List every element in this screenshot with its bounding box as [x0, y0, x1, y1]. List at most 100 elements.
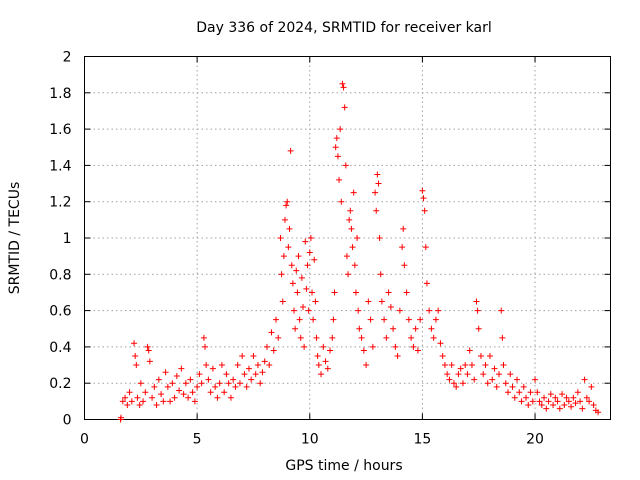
data-point: [191, 398, 198, 405]
data-point: [346, 216, 353, 223]
data-point: [164, 383, 171, 390]
data-point: [475, 325, 482, 332]
data-point: [257, 380, 264, 387]
data-point: [502, 380, 509, 387]
data-point: [281, 216, 288, 223]
data-point: [145, 347, 152, 354]
data-point: [545, 398, 552, 405]
data-point: [420, 195, 427, 202]
data-point: [529, 398, 536, 405]
data-point: [543, 405, 550, 412]
data-point: [486, 352, 493, 359]
data-point: [541, 394, 548, 401]
data-point: [559, 391, 566, 398]
data-point: [311, 256, 318, 263]
data-point: [182, 380, 189, 387]
x-tick-label: 10: [301, 432, 319, 448]
data-point: [365, 298, 372, 305]
data-point: [577, 398, 584, 405]
data-point: [392, 343, 399, 350]
data-point: [523, 394, 530, 401]
data-point: [446, 376, 453, 383]
data-point: [312, 298, 319, 305]
data-point: [561, 401, 568, 408]
data-point: [572, 400, 579, 407]
y-axis-label: SRMTID / TECUs: [7, 182, 23, 295]
data-point: [227, 394, 234, 401]
data-point: [277, 235, 284, 241]
data-point: [534, 389, 541, 396]
data-point: [511, 394, 518, 401]
data-point: [259, 369, 266, 376]
data-point: [268, 329, 275, 336]
plot-frame: [84, 56, 611, 420]
data-point: [405, 316, 412, 323]
data-point: [329, 334, 336, 341]
data-point: [314, 352, 321, 359]
data-point: [527, 389, 534, 396]
data-point: [509, 383, 516, 390]
data-point: [493, 383, 500, 390]
data-point: [468, 362, 475, 369]
data-point: [412, 325, 419, 332]
data-point: [263, 343, 270, 350]
data-point: [128, 398, 135, 405]
data-point: [209, 365, 216, 372]
data-point: [307, 235, 314, 241]
data-point: [414, 347, 421, 354]
y-tick-label: 0.4: [49, 340, 71, 356]
data-point: [450, 380, 457, 387]
data-point: [358, 334, 365, 341]
data-point: [292, 325, 299, 332]
data-point: [198, 380, 205, 387]
data-point: [430, 334, 437, 341]
data-point: [133, 362, 140, 369]
data-point: [306, 249, 313, 256]
data-point: [495, 371, 502, 378]
data-point: [144, 343, 151, 350]
axis-ticks: 00.20.40.60.811.21.41.61.820 5 10 15 20: [49, 50, 611, 448]
y-tick-label: 2: [63, 50, 72, 66]
data-point: [482, 362, 489, 369]
data-point: [332, 144, 339, 151]
data-point: [376, 235, 383, 241]
data-point: [421, 207, 428, 214]
data-point: [417, 316, 424, 323]
data-point: [189, 389, 196, 396]
data-point: [334, 153, 341, 160]
data-point: [489, 376, 496, 383]
data-point: [588, 383, 595, 390]
data-point: [536, 398, 543, 405]
data-point: [437, 340, 444, 347]
data-point: [538, 401, 545, 408]
data-point: [173, 372, 180, 379]
data-point: [590, 401, 597, 408]
data-point: [218, 362, 225, 369]
data-point: [245, 365, 252, 372]
data-point: [234, 362, 241, 369]
x-tick-label: 20: [526, 432, 544, 448]
data-point: [448, 362, 455, 369]
data-point: [396, 307, 403, 314]
data-point: [345, 271, 352, 278]
data-point: [428, 325, 435, 332]
data-point: [272, 316, 279, 323]
data-point: [423, 280, 430, 287]
data-point: [394, 352, 401, 359]
data-point: [202, 343, 209, 350]
y-tick-label: 0.6: [49, 304, 71, 320]
data-point: [126, 389, 133, 396]
data-point: [200, 334, 207, 341]
x-tick-label: 5: [193, 432, 202, 448]
data-point: [349, 244, 356, 251]
data-point: [180, 391, 187, 398]
data-point: [352, 289, 359, 296]
data-point: [214, 394, 221, 401]
data-point: [285, 244, 292, 251]
data-point: [203, 362, 210, 369]
data-point: [223, 371, 230, 378]
data-point: [401, 262, 408, 269]
data-point: [474, 307, 481, 314]
data-point: [341, 104, 348, 111]
data-point: [176, 387, 183, 394]
